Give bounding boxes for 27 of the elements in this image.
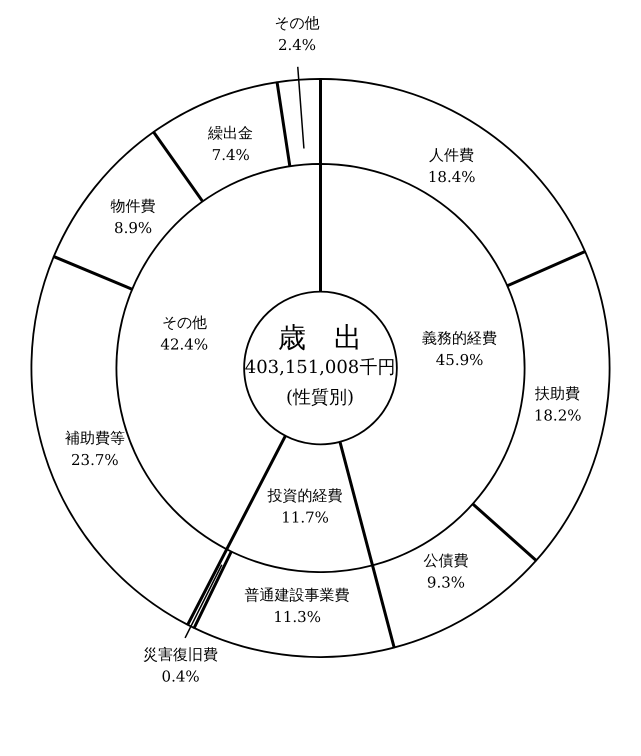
data-label: 7.4% (212, 146, 250, 164)
data-label: 2.4% (278, 36, 316, 54)
text: 歳 出 (277, 321, 363, 354)
data-label: 45.9% (436, 350, 484, 369)
data-label: 42.4% (160, 336, 208, 354)
slice-label: 災害復旧費 (143, 645, 218, 664)
slice-label: 繰出金 (207, 124, 254, 142)
slice-label: 補助費等 (64, 428, 125, 447)
text: (性質別) (284, 386, 356, 410)
data-label: 11.7% (281, 508, 329, 526)
text: 403,151,008千円 (244, 356, 396, 380)
slice-label: 義務的経費 (422, 328, 498, 347)
slice-label: その他 (274, 14, 320, 32)
slice-label: 扶助費 (534, 384, 580, 402)
data-label: 0.4% (162, 667, 200, 686)
slice-label: 物件費 (110, 196, 156, 215)
slice-label: 公債費 (423, 552, 468, 570)
slice-label: 投資的経費 (266, 486, 343, 504)
data-label: 8.9% (114, 218, 152, 237)
slice-label: その他 (162, 314, 207, 332)
data-label: 9.3% (426, 574, 466, 592)
data-label: 23.7% (71, 450, 119, 469)
data-label: 18.4% (428, 168, 476, 186)
slice-label: 人件費 (429, 146, 474, 164)
data-label: 18.2% (534, 406, 582, 424)
data-label: 11.3% (273, 608, 321, 626)
slice-label: 普通建設事業費 (244, 586, 350, 604)
